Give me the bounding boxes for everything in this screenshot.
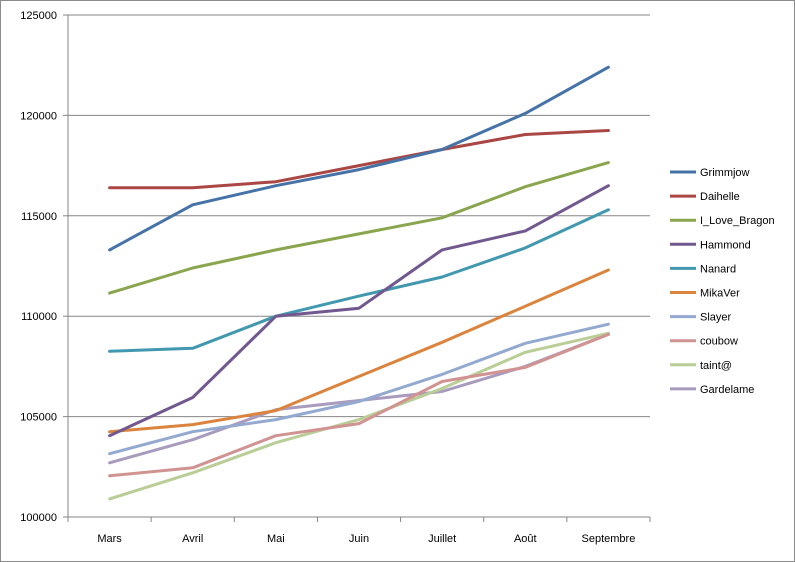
series-line-i-love-bragon	[108, 161, 610, 295]
series-line-daihelle	[108, 129, 610, 190]
legend-label: Nanard	[700, 263, 736, 275]
legend-label: Slayer	[700, 312, 732, 324]
legend-label: Hammond	[700, 239, 751, 251]
series-line-hammond	[108, 184, 610, 438]
series-line-gardelame	[108, 332, 610, 465]
series-line-grimmjow	[108, 65, 610, 252]
series-line-mikaver	[108, 268, 610, 434]
x-tick-label: Avril	[182, 533, 203, 545]
y-tick-label: 120000	[20, 110, 57, 122]
legend-label: MikaVer	[700, 288, 740, 300]
series-line-nanard	[108, 208, 610, 353]
x-tick-label: Mars	[97, 533, 122, 545]
y-tick-label: 105000	[20, 412, 57, 424]
legend-label: I_Love_Bragon	[700, 215, 775, 227]
x-tick-label: Septembre	[582, 533, 636, 545]
x-tick-label: Juin	[349, 533, 369, 545]
legend-label: Grimmjow	[700, 167, 750, 179]
y-tick-label: 125000	[20, 10, 57, 22]
legend-label: taint@	[700, 360, 732, 372]
x-tick-label: Juillet	[428, 533, 456, 545]
y-tick-label: 100000	[20, 512, 57, 524]
y-tick-label: 115000	[21, 211, 57, 223]
series-line-coubow	[108, 332, 610, 478]
legend-label: Gardelame	[700, 384, 754, 396]
legend-label: coubow	[700, 336, 738, 348]
series-line-slayer	[108, 322, 610, 456]
series-line-taint-	[108, 331, 610, 501]
legend-label: Daihelle	[700, 191, 740, 203]
y-tick-label: 110000	[21, 311, 57, 323]
x-tick-label: Mai	[267, 533, 285, 545]
x-tick-label: Août	[514, 533, 537, 545]
